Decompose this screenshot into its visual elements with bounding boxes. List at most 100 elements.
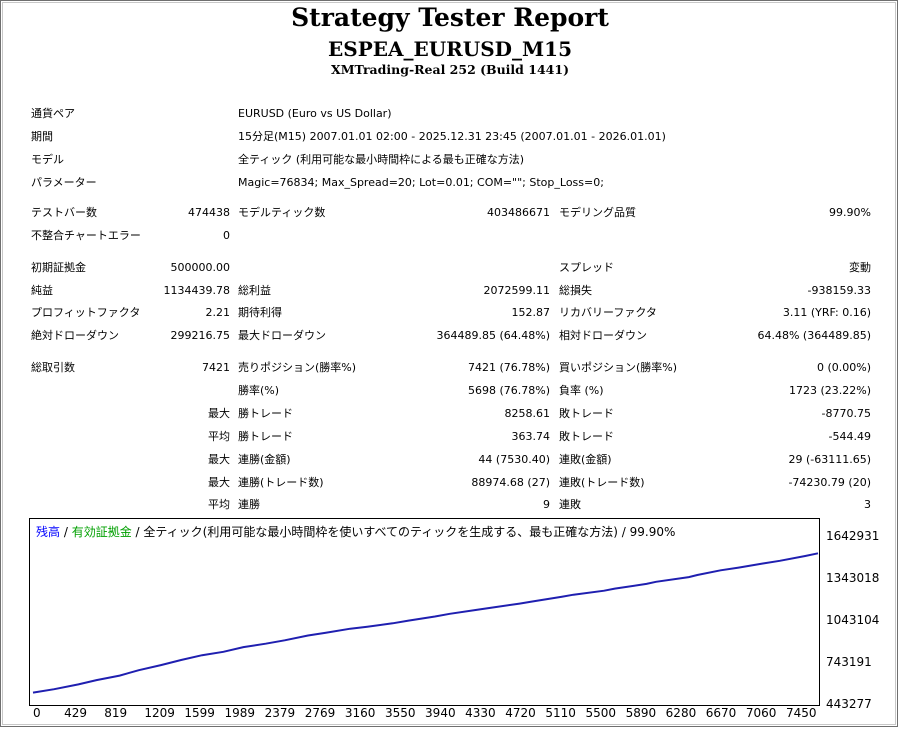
rel-drawdown-value: 64.48% (364489.85) (757, 329, 871, 342)
balance-chart-frame (29, 518, 820, 706)
x-tick-label: 7450 (786, 706, 817, 720)
gross-profit-value: 2072599.11 (483, 284, 550, 297)
chart-legend: 残高 / 有効証拠金 / 全ティック(利用可能な最小時間枠を使いすべてのティック… (36, 523, 675, 540)
x-tick-label: 6670 (705, 706, 737, 720)
x-tick-label: 0 (33, 706, 41, 720)
max-cons-wins-value: 44 (7530.40) (478, 453, 550, 466)
avg-loss-value: -544.49 (828, 430, 871, 443)
model-label: モデル (31, 153, 64, 166)
short-positions-value: 7421 (76.78%) (467, 361, 550, 374)
abs-drawdown-value: 299216.75 (170, 329, 231, 342)
expected-payoff-label: 期待利得 (238, 306, 282, 319)
max-word-1: 最大 (208, 407, 230, 420)
long-positions-value: 0 (0.00%) (816, 361, 871, 374)
x-tick-label: 1209 (144, 706, 175, 720)
y-tick-label: 443277 (826, 697, 872, 711)
x-tick-label: 3160 (344, 706, 376, 720)
params-label: パラメーター (31, 176, 97, 189)
model-value: 全ティック (利用可能な最小時間枠による最も正確な方法) (238, 153, 525, 166)
abs-drawdown-label: 絶対ドローダウン (31, 329, 119, 342)
symbol-value: EURUSD (Euro vs US Dollar) (238, 107, 392, 120)
x-tick-label: 4720 (505, 706, 536, 720)
max-cons-lossamt-label: 連敗(トレード数) (559, 476, 645, 489)
avg-loss-label: 敗トレード (559, 430, 614, 443)
spread-value: 変動 (849, 261, 871, 274)
largest-loss-value: -8770.75 (821, 407, 871, 420)
legend-balance: 残高 (36, 525, 61, 539)
max-word-2: 最大 (208, 453, 230, 466)
short-positions-label: 売りポジション(勝率%) (238, 361, 357, 374)
total-trades-value: 7421 (202, 361, 230, 374)
gross-profit-label: 総利益 (238, 284, 271, 297)
y-tick-label: 1043104 (826, 613, 880, 627)
avg-win-label: 勝トレード (238, 430, 293, 443)
quality-value: 99.90% (829, 206, 871, 219)
total-trades-label: 総取引数 (31, 361, 75, 374)
report-title: Strategy Tester Report (291, 3, 609, 32)
period-value: 15分足(M15) 2007.01.01 02:00 - 2025.12.31 … (238, 130, 666, 143)
deposit-label: 初期証拠金 (31, 261, 86, 274)
period-label: 期間 (31, 130, 53, 143)
legend-sep-1: / (60, 525, 72, 539)
x-tick-label: 1599 (184, 706, 215, 720)
net-profit-value: 1134439.78 (163, 284, 230, 297)
ticks-value: 403486671 (487, 206, 550, 219)
largest-win-value: 8258.61 (504, 407, 551, 420)
x-tick-label: 5110 (545, 706, 576, 720)
max-drawdown-label: 最大ドローダウン (238, 329, 326, 342)
max-cons-profit-label: 連勝(トレード数) (238, 476, 324, 489)
largest-win-label: 勝トレード (238, 407, 293, 420)
max-drawdown-value: 364489.85 (64.48%) (436, 329, 550, 342)
win-rate-value: 5698 (76.78%) (467, 384, 550, 397)
recovery-factor-value: 3.11 (YRF: 0.16) (782, 306, 871, 319)
recovery-factor-label: リカバリーファクタ (559, 306, 657, 319)
gross-loss-label: 総損失 (559, 284, 592, 297)
avg-cons-wins-value: 9 (543, 498, 550, 511)
long-positions-label: 買いポジション(勝率%) (559, 361, 678, 374)
win-rate-label: 勝率(%) (238, 384, 280, 397)
spread-label: スプレッド (559, 261, 614, 274)
x-tick-label: 1989 (224, 706, 256, 720)
max-cons-losses-label: 連敗(金額) (559, 453, 612, 466)
x-tick-label: 7060 (745, 706, 777, 720)
balance-line (32, 552, 819, 694)
ea-name: ESPEA_EURUSD_M15 (328, 37, 572, 61)
ticks-label: モデルティック数 (238, 206, 326, 219)
max-word-3: 最大 (208, 476, 230, 489)
avg-win-value: 363.74 (511, 430, 551, 443)
x-tick-label: 3550 (384, 706, 416, 720)
x-tick-label: 3940 (425, 706, 456, 720)
y-tick-label: 743191 (826, 655, 872, 669)
x-tick-label: 819 (104, 706, 128, 720)
max-cons-losses-value: 29 (-63111.65) (788, 453, 871, 466)
bars-value: 474438 (188, 206, 230, 219)
largest-loss-label: 敗トレード (559, 407, 614, 420)
params-value: Magic=76834; Max_Spread=20; Lot=0.01; CO… (238, 176, 604, 189)
expected-payoff-value: 152.87 (511, 306, 551, 319)
x-tick-label: 2379 (264, 706, 296, 720)
x-tick-label: 4330 (465, 706, 496, 720)
legend-sep-2: / (131, 525, 144, 539)
x-tick-label: 2769 (304, 706, 336, 720)
net-profit-label: 純益 (31, 284, 53, 297)
loss-rate-label: 負率 (%) (559, 384, 604, 397)
avg-word-1: 平均 (208, 430, 230, 443)
gross-loss-value: -938159.33 (807, 284, 871, 297)
legend-description: 全ティック(利用可能な最小時間枠を使いすべてのティックを生成する、最も正確な方法… (143, 525, 676, 539)
max-cons-profit-value: 88974.68 (27) (471, 476, 550, 489)
x-tick-label: 6280 (665, 706, 697, 720)
y-tick-label: 1642931 (826, 529, 880, 543)
x-tick-label: 5500 (585, 706, 617, 720)
bars-label: テストバー数 (31, 206, 97, 219)
loss-rate-value: 1723 (23.22%) (788, 384, 871, 397)
legend-equity: 有効証拠金 (71, 525, 132, 539)
avg-word-2: 平均 (208, 498, 230, 511)
avg-cons-wins-label: 連勝 (238, 498, 260, 511)
symbol-label: 通貨ペア (31, 107, 75, 120)
mismatch-value: 0 (223, 229, 230, 242)
y-tick-label: 1343018 (826, 571, 880, 585)
avg-cons-losses-value: 3 (864, 498, 871, 511)
mismatch-label: 不整合チャートエラー (31, 229, 141, 242)
